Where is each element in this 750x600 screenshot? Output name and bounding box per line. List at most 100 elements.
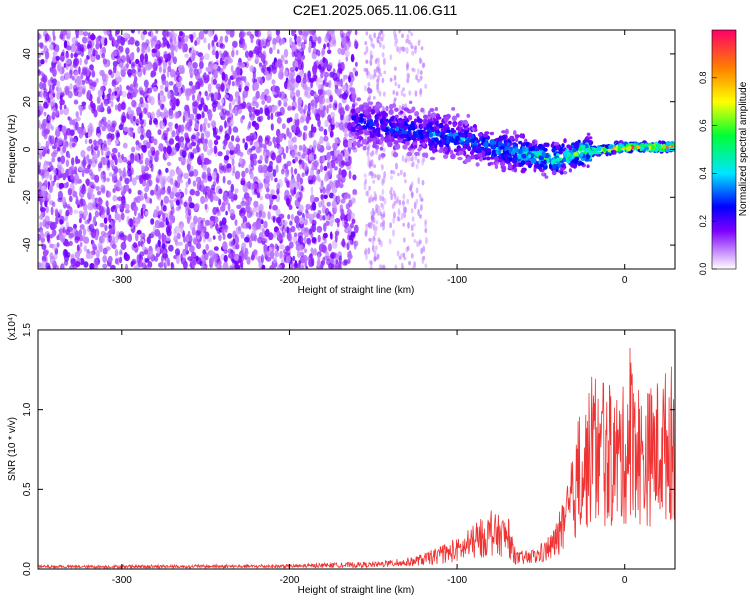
spectrogram-cell — [128, 72, 132, 78]
spectrogram-cell — [403, 256, 407, 261]
spectrogram-cell — [116, 180, 119, 187]
spectrogram-cell — [189, 188, 196, 196]
spectrogram-cell — [207, 42, 211, 51]
spectrogram-cell — [144, 249, 149, 255]
spectrogram-cell — [49, 135, 55, 145]
spectrogram-cell — [288, 131, 292, 139]
spectrogram-cell — [169, 191, 175, 200]
spectrogram-ridge-cell — [414, 151, 420, 156]
spectrogram-cell — [369, 221, 373, 229]
spectrogram-cell — [161, 73, 166, 82]
spectrogram-cell — [88, 191, 92, 198]
spectrogram-cell — [364, 178, 368, 185]
spectrogram-cell — [161, 259, 164, 268]
spectrogram-cell — [154, 78, 158, 85]
spectrogram-cell — [382, 44, 385, 50]
spectrogram-cell — [294, 112, 299, 120]
spectrogram-cell — [121, 153, 124, 160]
spectrogram-cell — [239, 40, 243, 45]
spectrogram-cell — [203, 37, 207, 44]
spectrogram-cell — [82, 234, 86, 243]
spectrogram-cell — [410, 192, 414, 197]
spectrogram-cell — [213, 139, 219, 146]
spectrogram-cell — [59, 219, 64, 225]
spectrogram-ridge-cell — [374, 114, 379, 120]
spectrogram-cell — [256, 205, 263, 212]
spectrogram-cell — [163, 146, 167, 153]
spectrogram-cell — [167, 257, 171, 267]
spectrogram-cell — [147, 261, 153, 269]
spectrogram-cell — [177, 139, 181, 149]
spectrogram-cell — [340, 160, 346, 166]
spectrogram-cell — [381, 52, 385, 58]
spectrogram-cell — [201, 110, 205, 119]
spectrogram-cell — [222, 164, 227, 174]
spectrogram-cell — [424, 263, 428, 269]
spectrogram-cell — [200, 152, 205, 161]
spectrogram-ridge-cell — [531, 157, 537, 164]
spectrogram-cell — [194, 190, 200, 197]
spectrogram-cell — [102, 120, 108, 127]
spectrogram-cell — [219, 35, 223, 43]
spectrogram-cell — [392, 229, 395, 237]
spectrogram-ridge-cell — [451, 107, 456, 111]
spectrogram-cell — [140, 110, 144, 119]
spectrogram-ridge-cell — [509, 135, 515, 141]
spectrogram-cell — [62, 30, 68, 36]
spectrogram-cell — [363, 184, 367, 191]
spectrogram-ridge-cell — [586, 164, 590, 168]
spectrogram-ridge-cell — [367, 101, 374, 105]
spectrogram-cell — [238, 157, 243, 165]
spectrogram-cell — [340, 198, 346, 204]
spectrogram-cell — [350, 80, 353, 86]
spectrogram-cell — [79, 107, 83, 116]
spectrogram-cell — [372, 196, 376, 201]
spectrogram-cell — [261, 64, 267, 72]
spectrogram-cell — [325, 98, 330, 104]
spectrogram-cell — [46, 233, 50, 242]
spectrogram-cell — [157, 210, 164, 215]
spectrogram-cell — [408, 30, 411, 34]
spectrogram-cell — [72, 263, 78, 269]
spectrogram-ridge-cell — [453, 141, 458, 146]
spectrogram-ridge-cell — [372, 143, 378, 149]
spectrogram-cell — [189, 222, 196, 231]
spectrogram-ridge-cell — [394, 114, 399, 119]
spectrogram-cell — [261, 254, 264, 264]
spectrogram-cell — [368, 185, 371, 191]
spectrogram-cell — [51, 243, 58, 251]
spectrogram-cell — [188, 34, 193, 40]
spectrogram-cell — [290, 91, 296, 97]
spectrogram-cell — [241, 242, 247, 250]
spectrogram-cell — [327, 49, 332, 55]
spectrogram-ridge-cell — [375, 140, 380, 145]
spectrogram-cell — [414, 90, 418, 97]
spectrogram-cell — [227, 233, 233, 239]
spectrogram-cell — [99, 222, 105, 228]
spectrogram-cell — [127, 106, 132, 115]
spectrogram-cell — [146, 87, 153, 94]
spectrogram-cell — [297, 235, 304, 244]
spectrogram-cell — [180, 125, 184, 135]
spectrogram-cell — [113, 153, 117, 163]
spectrogram-cell — [234, 219, 238, 227]
spectrogram-cell — [151, 36, 156, 42]
spectrogram-cell — [393, 74, 397, 81]
spectrogram-cell — [338, 102, 342, 111]
spectrogram-cell — [394, 81, 398, 87]
spectrogram-cell — [149, 120, 152, 126]
spectrogram-cell — [178, 64, 183, 73]
spectrogram-cell — [211, 171, 217, 181]
spectrogram-ridge-cell — [561, 143, 565, 148]
spectrogram-cell — [55, 55, 60, 61]
spectrogram-cell — [285, 168, 290, 178]
spectrogram-ridge-cell — [420, 107, 425, 113]
spectrogram-ridge-cell — [369, 133, 375, 139]
spectrogram-cell — [135, 117, 141, 125]
spectrogram-cell — [250, 172, 254, 178]
spectrogram-ridge-cell — [368, 138, 372, 143]
spectrogram-cell — [186, 163, 191, 171]
spectrogram-cell — [225, 224, 229, 230]
spectrogram-cell — [376, 253, 380, 260]
